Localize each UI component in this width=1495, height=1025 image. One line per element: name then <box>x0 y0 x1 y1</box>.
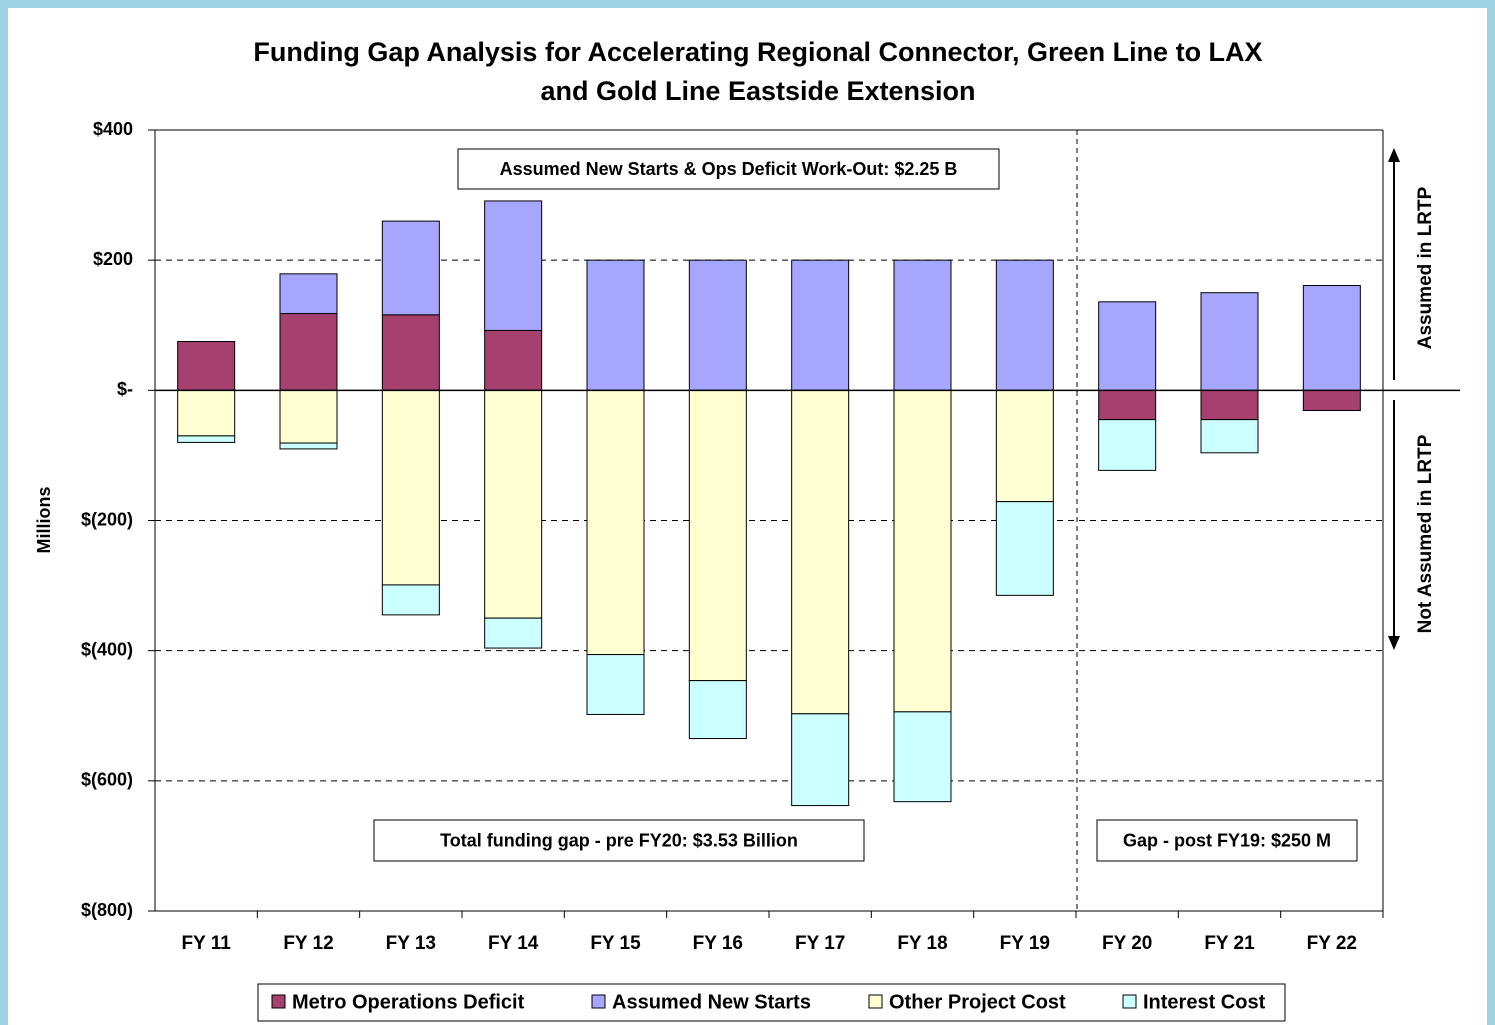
bar-segment <box>688 259 747 391</box>
bar-segment <box>381 584 440 616</box>
y-tick-label: $200 <box>93 249 133 269</box>
bar-segment <box>1302 285 1361 391</box>
bar-segment <box>279 273 338 315</box>
bar-segment <box>279 442 338 450</box>
x-tick-label: FY 20 <box>1102 933 1152 954</box>
x-tick-label: FY 12 <box>283 933 333 954</box>
y-tick-label: $(800) <box>81 900 133 920</box>
legend-label: Other Project Cost <box>889 991 1066 1013</box>
bar-segment <box>791 389 850 715</box>
y-tick-label: $400 <box>93 119 133 139</box>
annotation-box <box>373 819 865 862</box>
bar-segment <box>484 329 543 391</box>
side-label: Assumed in LRTP <box>1415 186 1436 349</box>
bar-segment <box>381 220 440 316</box>
legend-label: Interest Cost <box>1143 991 1266 1013</box>
bar-segment <box>484 200 543 331</box>
x-tick-label: FY 18 <box>897 933 947 954</box>
legend-box <box>257 983 1286 1022</box>
y-tick-label: $(400) <box>81 639 133 659</box>
annotation: Assumed New Starts & Ops Deficit Work-Ou… <box>500 159 958 179</box>
bar-segment <box>1200 292 1259 391</box>
bar-segment <box>484 389 543 619</box>
bar-segment <box>586 654 645 715</box>
arrow-down-head <box>1388 636 1400 650</box>
bar-segment <box>1200 389 1259 421</box>
bar-segment <box>1200 419 1259 454</box>
bar-segment <box>995 389 1054 503</box>
y-tick-label: $(600) <box>81 770 133 790</box>
legend-label: Metro Operations Deficit <box>292 991 525 1013</box>
chart-subtitle: and Gold Line Eastside Extension <box>540 76 975 106</box>
annotation-box <box>1096 819 1358 862</box>
x-tick-label: FY 16 <box>693 933 743 954</box>
y-axis-label: Millions <box>34 487 54 554</box>
annotation: Total funding gap - pre FY20: $3.53 Bill… <box>440 830 798 850</box>
legend-label: Assumed New Starts <box>612 991 811 1013</box>
legend-swatch <box>271 994 286 1009</box>
bar-segment <box>177 389 236 437</box>
bar-segment <box>279 389 338 444</box>
annotation-box <box>457 148 1000 190</box>
bar-segment <box>1302 389 1361 412</box>
bar-segment <box>688 389 747 682</box>
side-label: Not Assumed in LRTP <box>1415 434 1436 633</box>
bar-segment <box>995 259 1054 391</box>
bar-segment <box>791 713 850 807</box>
bar-segment <box>1098 419 1157 471</box>
bar-segment <box>893 259 952 391</box>
bar-segment <box>995 501 1054 596</box>
bar-segment <box>484 617 543 649</box>
bar-segment <box>791 259 850 391</box>
y-tick-label: $(200) <box>81 509 133 529</box>
legend-swatch <box>1122 994 1137 1009</box>
annotation: Gap - post FY19: $250 M <box>1123 830 1331 850</box>
arrow-up-head <box>1388 148 1400 162</box>
x-tick-label: FY 11 <box>182 933 232 954</box>
bar-segment <box>177 341 236 391</box>
bar-segment <box>177 435 236 443</box>
bar-segment <box>586 389 645 656</box>
legend-swatch <box>868 994 883 1009</box>
x-tick-label: FY 14 <box>488 933 539 954</box>
bar-segment <box>1098 389 1157 421</box>
y-tick-label: $- <box>117 379 133 399</box>
x-tick-label: FY 13 <box>386 933 436 954</box>
bar-segment <box>893 389 952 713</box>
x-tick-label: FY 17 <box>795 933 845 954</box>
x-tick-label: FY 15 <box>590 933 641 954</box>
legend-swatch <box>591 994 606 1009</box>
bar-segment <box>893 711 952 803</box>
bar-segment <box>688 680 747 740</box>
bar-segment <box>381 314 440 391</box>
x-tick-label: FY 19 <box>1000 933 1050 954</box>
bar-segment <box>381 389 440 586</box>
bar-segment <box>1098 301 1157 391</box>
bar-segment <box>586 259 645 391</box>
chart-title: Funding Gap Analysis for Accelerating Re… <box>253 37 1262 67</box>
x-tick-label: FY 21 <box>1204 933 1255 954</box>
x-tick-label: FY 22 <box>1307 933 1357 954</box>
bar-segment <box>279 313 338 391</box>
